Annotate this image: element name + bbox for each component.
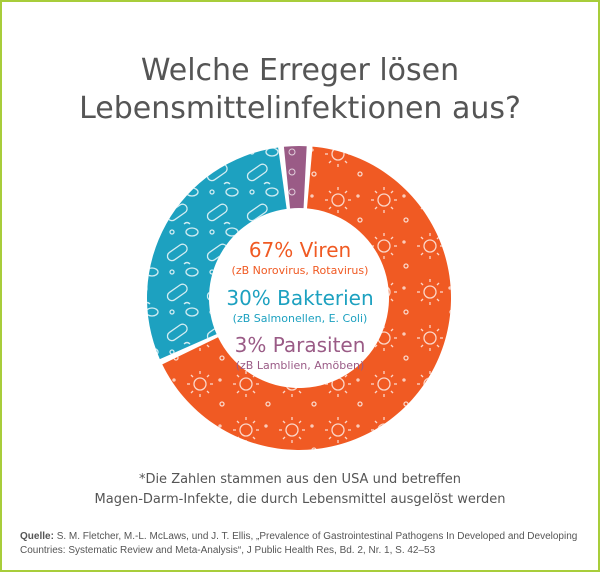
slice-viren-texture: [162, 146, 452, 451]
source-citation: Quelle: S. M. Fletcher, M.-L. McLaws, un…: [20, 530, 590, 558]
source-text: S. M. Fletcher, M.-L. McLaws, und J. T. …: [20, 531, 578, 556]
label-parasiten-value: 3% Parasiten: [234, 333, 366, 357]
label-viren-value: 67% Viren: [248, 238, 352, 262]
slice-parasiten-texture: [283, 146, 307, 209]
label-viren-detail: (zB Norovirus, Rotavirus): [231, 264, 369, 277]
footnote-line-2: Magen-Darm-Infekte, die durch Lebensmitt…: [94, 492, 506, 507]
source-label: Quelle:: [20, 531, 54, 542]
page-title: Welche Erreger lösen Lebensmittelinfekti…: [2, 52, 598, 128]
label-bakterien-value: 30% Bakterien: [226, 286, 374, 310]
label-parasiten-detail: (zB Lamblien, Amöben): [235, 359, 365, 372]
title-line-2: Lebensmittelinfektionen aus?: [79, 91, 521, 126]
slice-bakterien-texture: [146, 147, 287, 360]
footnote-line-1: *Die Zahlen stammen aus den USA und betr…: [138, 472, 462, 487]
title-line-1: Welche Erreger lösen: [140, 53, 460, 88]
label-bakterien-detail: (zB Salmonellen, E. Coli): [232, 312, 368, 325]
footnote: *Die Zahlen stammen aus den USA und betr…: [2, 470, 598, 510]
